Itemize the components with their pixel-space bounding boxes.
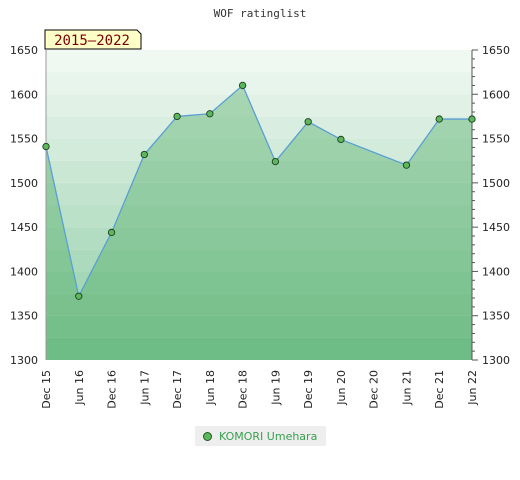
y-tick-label-right: 1450 — [482, 221, 510, 234]
year-range-badge: 2015–2022 — [44, 29, 142, 50]
background-band — [46, 337, 472, 360]
y-tick-label-left: 1500 — [10, 177, 38, 190]
background-band — [46, 271, 472, 294]
y-tick-label-left: 1600 — [10, 88, 38, 101]
x-tick-label: Dec 16 — [106, 370, 119, 409]
x-tick-label: Jun 16 — [73, 370, 86, 406]
data-point — [238, 81, 247, 90]
data-point — [42, 142, 50, 151]
markers — [42, 81, 476, 300]
y-tick-label-right: 1550 — [482, 133, 510, 146]
background-band — [46, 160, 472, 183]
x-tick-label: Jun 19 — [269, 370, 282, 406]
data-point — [304, 118, 312, 126]
background-band — [46, 249, 472, 272]
x-tick-label: Jun 21 — [400, 370, 413, 406]
data-point — [337, 135, 345, 144]
y-tick-label-left: 1650 — [10, 44, 38, 57]
background-band — [46, 315, 472, 338]
chart-title: WOF ratinglist — [214, 7, 307, 20]
background-band — [46, 205, 472, 228]
x-tick-label: Jun 22 — [466, 370, 479, 406]
badge-text: 2015–2022 — [54, 33, 130, 49]
axes: 1300 1300 1350 1350 1400 1400 1450 1450 1500 1500… — [10, 44, 510, 409]
y-tick-label-right: 1600 — [482, 88, 510, 101]
y-tick-label-right: 1500 — [482, 177, 510, 190]
y-tick-label-right: 1650 — [482, 44, 510, 57]
badge-box — [44, 29, 142, 50]
data-point — [75, 292, 83, 300]
x-tick-label: Dec 19 — [302, 370, 315, 409]
y-tick-label-right: 1300 — [482, 354, 510, 367]
data-point — [107, 228, 116, 237]
background-band — [46, 72, 472, 95]
x-tick-label: Dec 20 — [368, 370, 381, 409]
data-point — [468, 115, 476, 123]
y-tick-label-left: 1400 — [10, 265, 38, 278]
background-band — [46, 182, 472, 205]
x-tick-label: Jun 18 — [204, 370, 217, 406]
background-band — [46, 293, 472, 316]
x-tick-label: Dec 15 — [40, 370, 53, 409]
y-tick-label-left: 1300 — [10, 354, 38, 367]
y-tick-label-right: 1400 — [482, 265, 510, 278]
data-point — [435, 115, 443, 123]
legend-marker-icon — [203, 431, 212, 441]
background-band — [46, 116, 472, 139]
x-tick-label: Dec 17 — [171, 370, 184, 409]
data-point — [140, 150, 148, 159]
x-tick-label: Jun 17 — [138, 370, 151, 406]
x-tick-label: Dec 18 — [237, 370, 250, 409]
background-band — [46, 227, 472, 250]
data-point — [206, 110, 214, 118]
legend-label: KOMORI Umehara — [219, 429, 318, 443]
data-point — [173, 112, 181, 121]
background-band — [46, 50, 472, 73]
y-tick-label-right: 1350 — [482, 310, 510, 323]
data-point — [271, 157, 280, 166]
x-tick-label: Dec 21 — [433, 370, 446, 409]
background-bands — [46, 50, 472, 360]
y-tick-label-left: 1550 — [10, 133, 38, 146]
data-point — [402, 161, 411, 169]
background-band — [46, 94, 472, 117]
series-area — [46, 85, 472, 360]
y-tick-label-left: 1350 — [10, 310, 38, 323]
y-tick-label-left: 1450 — [10, 221, 38, 234]
legend: KOMORI Umehara — [195, 426, 326, 446]
x-tick-label: Jun 20 — [335, 370, 348, 406]
